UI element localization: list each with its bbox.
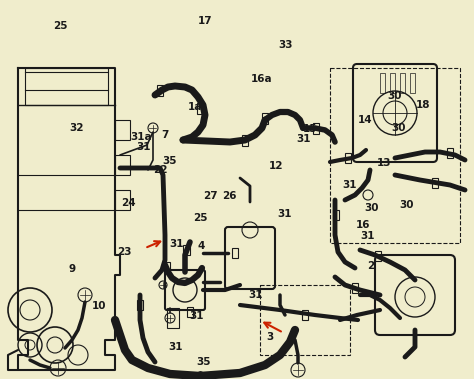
Text: 31: 31 <box>249 290 263 300</box>
Text: 17: 17 <box>198 16 212 26</box>
Bar <box>115 155 130 175</box>
Text: 22: 22 <box>153 165 167 175</box>
Text: 18: 18 <box>416 100 430 110</box>
Text: 16a: 16a <box>251 74 273 84</box>
Bar <box>157 85 163 96</box>
Bar <box>313 122 319 133</box>
Text: 25: 25 <box>193 213 208 223</box>
Text: 30: 30 <box>391 123 405 133</box>
Text: 30: 30 <box>364 203 378 213</box>
Bar <box>115 120 130 140</box>
Bar <box>447 148 453 158</box>
Bar <box>183 245 191 255</box>
Bar <box>302 310 308 320</box>
Text: 24: 24 <box>122 198 136 208</box>
Text: 31: 31 <box>343 180 357 190</box>
Text: 31: 31 <box>136 142 150 152</box>
Text: 16: 16 <box>356 220 370 230</box>
Text: 31a: 31a <box>130 132 152 142</box>
Text: 31: 31 <box>360 231 374 241</box>
Text: 26: 26 <box>222 191 236 201</box>
Text: 35: 35 <box>197 357 211 367</box>
Bar <box>232 248 238 258</box>
Bar <box>345 153 351 163</box>
Bar <box>352 283 358 293</box>
Text: 33: 33 <box>278 40 292 50</box>
Text: 1a: 1a <box>188 102 202 112</box>
Text: 30: 30 <box>387 91 401 100</box>
Text: 31: 31 <box>168 342 182 352</box>
Bar <box>330 68 460 243</box>
Text: 15: 15 <box>303 124 318 134</box>
Bar <box>400 73 405 93</box>
Bar <box>262 113 268 124</box>
Bar <box>164 262 170 273</box>
Bar <box>187 307 193 317</box>
Bar <box>197 102 203 113</box>
Text: 10: 10 <box>92 301 107 311</box>
Text: 32: 32 <box>70 123 84 133</box>
Bar <box>333 210 339 220</box>
Bar <box>167 308 179 328</box>
Bar <box>390 73 395 93</box>
Text: 27: 27 <box>203 191 217 201</box>
Bar <box>137 300 143 310</box>
Bar <box>242 135 248 146</box>
Bar <box>25 68 108 105</box>
Text: 31: 31 <box>277 209 292 219</box>
Text: 13: 13 <box>377 158 391 168</box>
Text: 3: 3 <box>266 332 274 341</box>
Text: 12: 12 <box>269 161 283 171</box>
Text: 23: 23 <box>117 247 131 257</box>
Text: 9: 9 <box>68 264 76 274</box>
Text: 7: 7 <box>161 130 169 139</box>
Text: 31: 31 <box>169 240 183 249</box>
Text: 31: 31 <box>296 135 310 144</box>
Text: 30: 30 <box>400 200 414 210</box>
Text: 4: 4 <box>197 241 205 251</box>
Bar <box>115 190 130 210</box>
Bar <box>432 178 438 188</box>
Bar <box>375 251 381 261</box>
Bar <box>260 285 350 355</box>
Text: 2: 2 <box>367 262 374 271</box>
Text: 35: 35 <box>163 156 177 166</box>
Bar <box>380 73 385 93</box>
Bar <box>410 73 415 93</box>
Text: 14: 14 <box>358 115 372 125</box>
Text: 31: 31 <box>190 311 204 321</box>
Text: 25: 25 <box>54 21 68 31</box>
